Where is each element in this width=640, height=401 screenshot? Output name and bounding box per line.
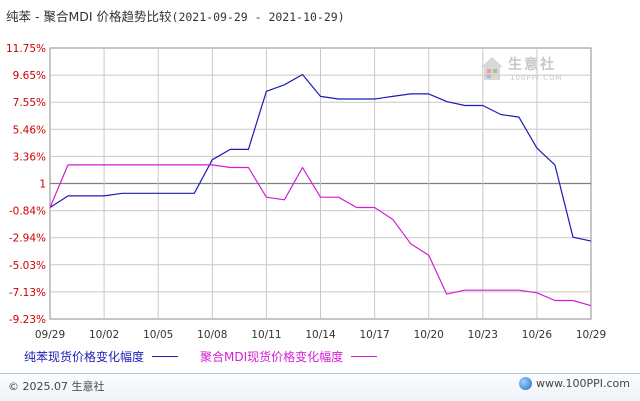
x-axis: 09/29 10/02 10/05 10/08 10/11 10/14 10/17 10/20… bbox=[35, 329, 606, 341]
x-tick-label: 10/11 bbox=[251, 329, 281, 341]
x-tick-label: 10/29 bbox=[576, 329, 606, 341]
x-tick-label: 10/08 bbox=[197, 329, 227, 341]
y-tick-label: 5.46% bbox=[13, 124, 46, 136]
legend-item-series1: 纯苯现货价格变化幅度 bbox=[24, 348, 179, 365]
x-tick-label: 10/02 bbox=[89, 329, 119, 341]
grid bbox=[50, 48, 591, 319]
y-tick-label: 11.75% bbox=[6, 43, 46, 55]
y-tick-label: -2.94% bbox=[9, 233, 46, 245]
x-tick-label: 10/20 bbox=[414, 329, 444, 341]
chart-title: 纯苯 - 聚合MDI 价格趋势比较(2021-09-29 - 2021-10-2… bbox=[6, 6, 345, 25]
y-tick-label: -9.23% bbox=[9, 314, 46, 326]
legend-label-series1: 纯苯现货价格变化幅度 bbox=[24, 350, 145, 364]
line-chart: 11.75% 9.65% 7.55% 5.46% 3.36% 1 -0.84% -2.94% -… bbox=[6, 43, 606, 341]
x-tick-label: 10/26 bbox=[522, 329, 553, 341]
y-tick-label: 9.65% bbox=[13, 70, 46, 82]
x-tick-label: 09/29 bbox=[35, 329, 65, 341]
legend-label-series2: 聚合MDI现货价格变化幅度 bbox=[200, 350, 344, 364]
y-tick-label: -7.13% bbox=[9, 287, 46, 299]
y-tick-label: 7.55% bbox=[13, 97, 46, 109]
globe-icon bbox=[519, 377, 533, 390]
footer-bar bbox=[0, 373, 640, 401]
y-tick-label: -0.84% bbox=[9, 206, 46, 218]
x-tick-label: 10/17 bbox=[359, 329, 389, 341]
legend-item-series2: 聚合MDI现货价格变化幅度 bbox=[200, 348, 378, 365]
x-tick-label: 10/14 bbox=[305, 329, 336, 341]
house-logo-icon bbox=[481, 57, 503, 80]
legend: 纯苯现货价格变化幅度 聚合MDI现货价格变化幅度 bbox=[24, 348, 399, 365]
series-line-2 bbox=[49, 164, 592, 307]
watermark-url: 100PPI.COM bbox=[510, 74, 563, 82]
legend-swatch-series1 bbox=[152, 356, 179, 357]
y-tick-label: 3.36% bbox=[13, 151, 46, 163]
legend-swatch-series2 bbox=[351, 356, 378, 357]
x-tick-label: 10/05 bbox=[143, 329, 173, 341]
series-lines bbox=[49, 73, 592, 307]
y-tick-label: -5.03% bbox=[9, 260, 46, 272]
x-tick-label: 10/23 bbox=[468, 329, 498, 341]
watermark-name: 生意社 bbox=[508, 57, 556, 73]
y-axis: 11.75% 9.65% 7.55% 5.46% 3.36% 1 -0.84% -2.94% -… bbox=[6, 43, 46, 326]
chart-title-main: 纯苯 - 聚合MDI 价格趋势比较 bbox=[6, 9, 172, 24]
series-line-1 bbox=[49, 73, 592, 242]
footer-site[interactable]: www.100PPI.com bbox=[519, 377, 630, 390]
footer-copyright: © 2025.07 生意社 bbox=[8, 380, 105, 393]
watermark: 生意社 100PPI.COM bbox=[480, 52, 580, 92]
y-tick-label: 1 bbox=[39, 179, 46, 191]
chart-title-range: (2021-09-29 - 2021-10-29) bbox=[171, 10, 345, 24]
footer-site-label: www.100PPI.com bbox=[536, 377, 630, 390]
